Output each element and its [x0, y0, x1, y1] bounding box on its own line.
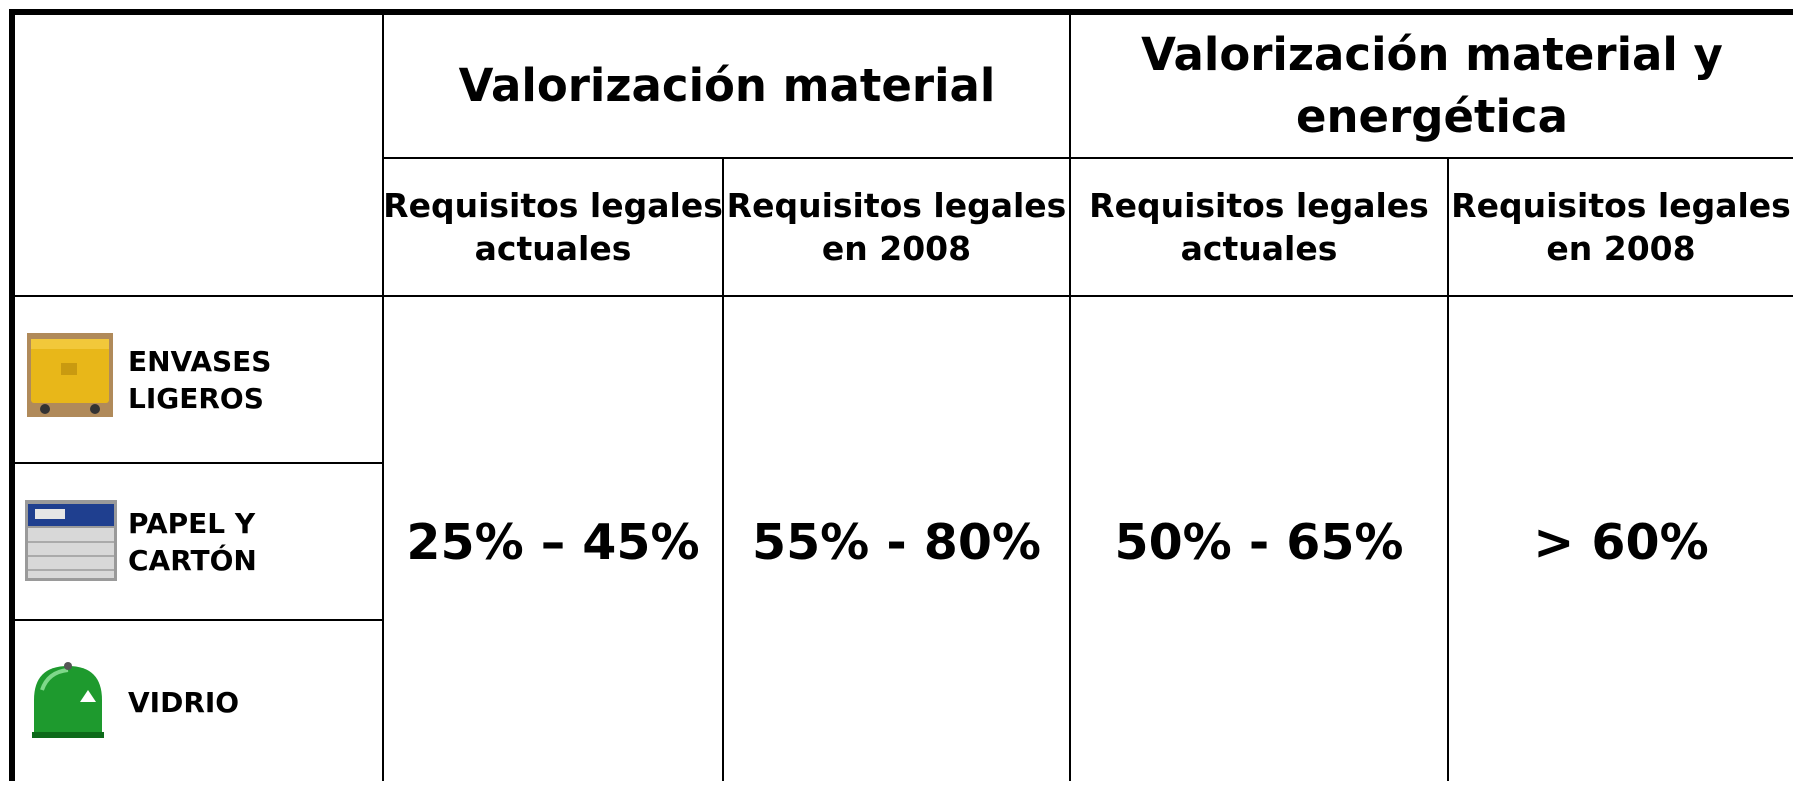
text-line: LIGEROS [128, 380, 264, 417]
value-cell: > 60% [1449, 297, 1793, 787]
value-text: 55% - 80% [752, 514, 1041, 571]
yellow-container-icon [27, 333, 113, 417]
text-line: Requisitos legales [1089, 184, 1429, 227]
text-line: Valorización material y [1141, 24, 1723, 86]
group-header: Valorización material [384, 15, 1070, 157]
text-line: actuales [475, 227, 632, 270]
value-cell: 50% - 65% [1071, 297, 1447, 787]
text-line: Requisitos legales [383, 184, 723, 227]
text-line: CARTÓN [128, 542, 257, 579]
value-text: 25% – 45% [406, 514, 699, 571]
text-line: PAPEL Y [128, 505, 255, 542]
material-label: VIDRIO [128, 621, 378, 784]
text-line: actuales [1181, 227, 1338, 270]
text-line: VIDRIO [128, 684, 239, 721]
glass-container-icon [28, 660, 108, 740]
text-line: Requisitos legales [1451, 184, 1791, 227]
text-line: Requisitos legales [727, 184, 1067, 227]
text-line: ENVASES [128, 343, 271, 380]
value-text: > 60% [1533, 514, 1708, 571]
border-left [9, 9, 15, 781]
text-line: en 2008 [822, 227, 971, 270]
value-text: 50% - 65% [1114, 514, 1403, 571]
page: Valorización material Valorización mater… [0, 0, 1793, 781]
text-line: Valorización material [459, 55, 996, 117]
text-line: energética [1296, 86, 1568, 148]
value-cell: 55% - 80% [724, 297, 1069, 787]
value-cell: 25% – 45% [384, 297, 722, 787]
paper-container-icon [25, 500, 117, 581]
text-line: en 2008 [1546, 227, 1695, 270]
